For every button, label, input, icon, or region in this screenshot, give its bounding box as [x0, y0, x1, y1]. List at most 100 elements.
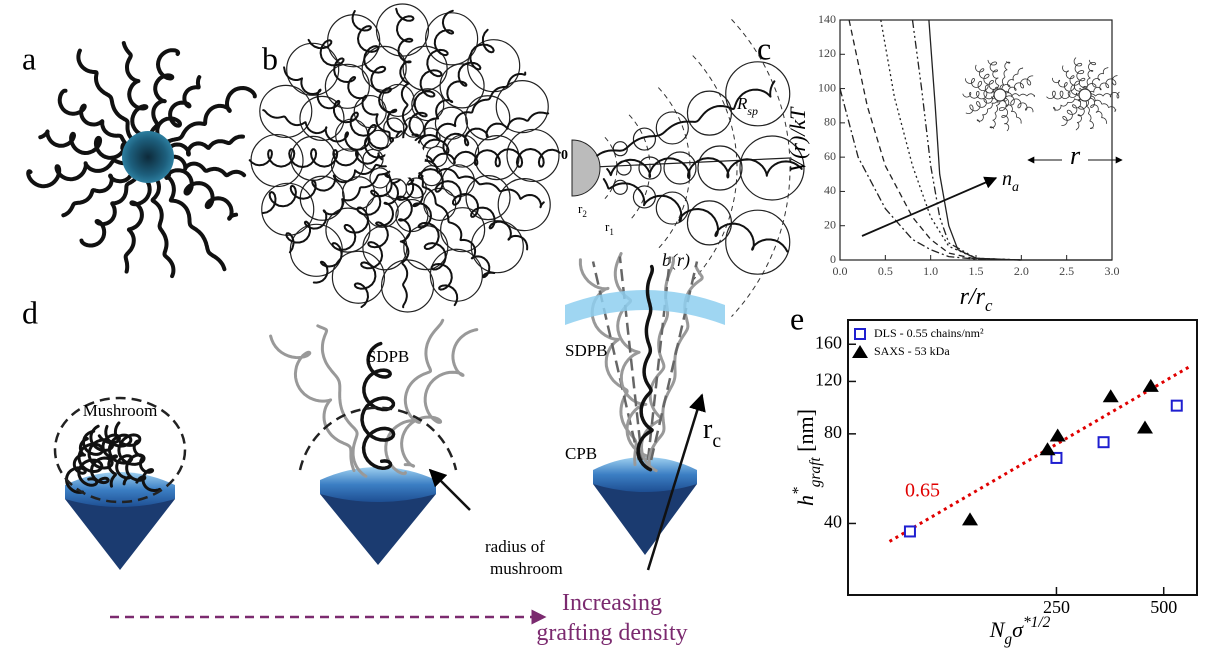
label-sdpb-part: SDPB: [367, 347, 410, 366]
polymer-chain: [312, 173, 393, 284]
polymer-chain: [416, 170, 496, 279]
cone-body: [593, 484, 697, 555]
polymer-chain: [1046, 90, 1079, 100]
polymer-chain: [987, 59, 1000, 90]
polymer-chain: [79, 174, 140, 248]
polymer-chain: [148, 48, 181, 137]
label-origin-part: 0: [561, 148, 568, 163]
polymer-chain: [61, 160, 135, 218]
polymer-chain: [414, 28, 495, 142]
label-r2-part: 2: [582, 209, 587, 219]
shell-arc: [628, 114, 651, 222]
x-tick-label: 3.0: [1105, 264, 1120, 278]
legend-label: SAXS - 53 kDa: [874, 344, 950, 358]
blob: [686, 200, 733, 246]
blob: [632, 127, 657, 151]
blob: [261, 182, 315, 236]
blob: [465, 95, 511, 141]
polymer-chain: [384, 318, 445, 476]
polymer-chain: [1003, 95, 1034, 113]
shell-arc: [657, 87, 691, 249]
marker-triangle: [962, 512, 979, 526]
label-rc-part: r: [703, 414, 713, 445]
blob: [655, 191, 689, 225]
label-increasing-part: grafting density: [536, 620, 687, 646]
blob: [725, 209, 791, 275]
polymer-chain: [989, 99, 1001, 129]
y-axis-label-part: h: [793, 495, 818, 506]
rc-arrow: [646, 393, 706, 571]
y-tick-label: 160: [815, 332, 842, 352]
polymer-chain: [162, 154, 247, 178]
x-tick-label: 2.0: [1014, 264, 1029, 278]
label-b-r: b(r): [662, 250, 690, 271]
polymer-chain: [1090, 75, 1118, 93]
blob: [324, 63, 370, 109]
shell-arc: [731, 19, 791, 317]
polymer-chain: [408, 9, 455, 137]
polymer-chain: [578, 258, 638, 467]
polymer-chain: [395, 7, 415, 140]
label-mushroom-part: Mushroom: [83, 401, 158, 420]
y-tick-label: 80: [824, 422, 842, 442]
polymer-chain: [38, 129, 127, 160]
blob: [259, 84, 313, 138]
marker-square: [903, 525, 916, 538]
marker-square: [1097, 436, 1110, 449]
blob: [439, 63, 485, 109]
x-axis-label-part: c: [985, 296, 993, 315]
x-axis-label-part: g: [1004, 631, 1012, 648]
polymer-chain: [283, 66, 394, 150]
polymer-chain: [163, 134, 245, 161]
blob: [380, 259, 435, 313]
label-rc: rc: [703, 414, 721, 452]
potential-curve: [911, 19, 1022, 261]
polymer-chain: [1052, 77, 1082, 95]
label-r1-part: r: [605, 219, 610, 234]
x-tick-label: 2.5: [1059, 264, 1074, 278]
polymer-chain: [351, 10, 403, 138]
y-tick-label: 40: [824, 512, 842, 532]
polymer-chain: [400, 328, 479, 468]
label-r-part: r: [1070, 141, 1081, 170]
polymer-chain: [353, 178, 401, 308]
polymer-chain: [1090, 91, 1120, 99]
legend-label: DLS - 0.55 chains/nm²: [874, 326, 984, 340]
polymer-chain: [26, 158, 128, 189]
label-sdpb: SDPB: [367, 347, 410, 366]
blue-band: [565, 290, 725, 325]
label-cpb: CPB: [565, 444, 597, 463]
polymer-chain: [1000, 97, 1022, 124]
y-tick-label: 0: [830, 252, 836, 266]
polymer-chain: [606, 157, 803, 179]
marker-square: [1170, 399, 1183, 412]
y-axis-label-part: *: [790, 487, 807, 495]
inset-core: [993, 88, 1007, 102]
cone-cap: [320, 467, 436, 502]
polymer-chain: [613, 252, 652, 461]
panel-label: d: [22, 294, 38, 330]
x-axis-label-part: r/r: [960, 284, 986, 310]
y-axis-label-part: [nm]: [793, 409, 818, 457]
hatched-core: [571, 139, 601, 197]
r-bg: [1062, 148, 1088, 172]
blob: [299, 95, 345, 142]
x-tick-label: 0.0: [833, 264, 848, 278]
label-r-sp-part: R: [736, 94, 748, 113]
polymer-chain: [1073, 57, 1086, 89]
polymer-chain: [57, 88, 131, 149]
potential-curve: [880, 19, 1022, 261]
polymer-chain: [425, 148, 561, 168]
label-r2-part: r: [578, 201, 583, 216]
blob: [425, 12, 479, 66]
polymer-chain: [965, 96, 995, 114]
polymer-chain: [596, 80, 776, 157]
y-tick-label: 120: [818, 46, 836, 60]
label-sdpb: SDPB: [565, 341, 608, 360]
legend-marker: [852, 345, 868, 358]
panel-label: e: [790, 300, 804, 336]
blob: [250, 133, 304, 188]
blob: [663, 151, 697, 185]
label-sdpb-part: SDPB: [565, 341, 608, 360]
